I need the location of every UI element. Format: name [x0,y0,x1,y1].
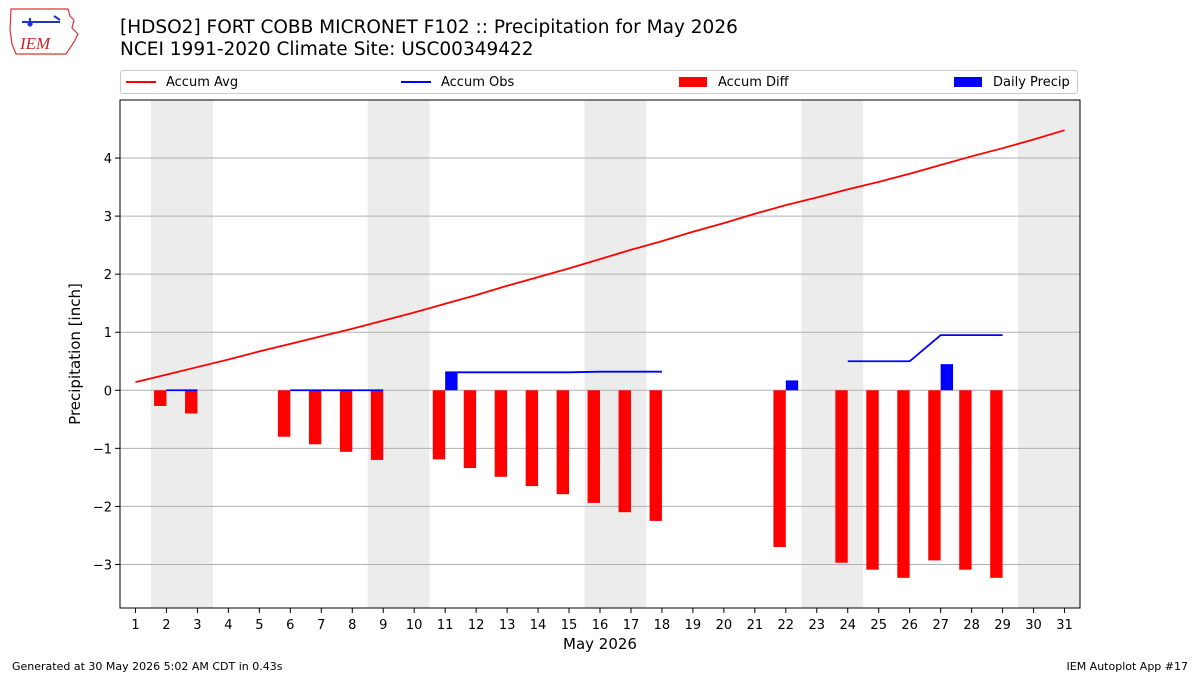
legend-label-daily-precip: Daily Precip [993,74,1070,90]
x-tick-label: 30 [1025,618,1042,633]
accum-diff-bar [463,390,477,469]
accum-diff-bar [277,390,291,437]
legend-label-accum-obs: Accum Obs [441,74,515,90]
accum-diff-bar [525,390,539,487]
y-tick-label: −1 [93,442,112,457]
legend-item-accum-obs: Accum Obs [401,71,514,93]
x-tick-label: 5 [255,618,263,633]
accum-diff-bar [649,390,662,521]
x-tick-label: 23 [809,618,826,633]
accum-diff-bar [308,390,322,445]
accum-diff-bar [866,390,879,570]
x-tick-label: 13 [499,618,516,633]
y-tick-label: 2 [104,268,112,283]
weekend-band [1018,100,1080,608]
x-tick-label: 19 [685,618,702,633]
accum-diff-bar [154,390,167,406]
plot-frame [119,99,1081,609]
chart-subtitle: NCEI 1991-2020 Climate Site: USC00349422 [120,39,534,60]
daily-precip-bar [785,380,799,391]
x-tick-label: 12 [468,618,485,633]
legend-swatch-daily-precip [954,77,982,87]
x-tick-label: 3 [193,618,201,633]
y-tick-label: −3 [93,558,112,573]
accum-diff-bar [618,390,631,513]
accum-diff-bar [928,390,941,561]
x-tick-label: 14 [530,618,547,633]
accum-avg-line [135,129,1065,384]
y-tick-label: 0 [104,384,112,399]
legend-label-accum-avg: Accum Avg [166,74,239,90]
accum-diff-bar [339,390,353,452]
x-tick-label: 11 [437,618,454,633]
accum-obs-line [847,334,1003,363]
footer-app: IEM Autoplot App #17 [1066,660,1189,673]
accum-diff-bar [959,390,972,570]
legend-item-daily-precip: Daily Precip [954,71,1070,93]
x-tick-label: 15 [561,618,578,633]
accum-diff-bar [773,390,786,548]
accum-diff-bar [556,390,570,495]
x-tick-label: 24 [839,618,856,633]
x-axis-label: May 2026 [563,635,637,653]
x-tick-label: 22 [778,618,795,633]
x-tick-label: 9 [379,618,387,633]
x-tick-label: 10 [406,618,423,633]
x-tick-label: 7 [317,618,325,633]
x-tick-label: 26 [901,618,918,633]
x-tick-label: 17 [623,618,640,633]
accum-diff-bar [990,390,1003,578]
accum-diff-bar [185,390,198,414]
footer-generated: Generated at 30 May 2026 5:02 AM CDT in … [12,660,283,673]
y-tick-label: 3 [104,210,112,225]
accum-diff-bar [494,390,508,477]
legend-swatch-accum-obs [401,81,431,83]
y-tick-label: 4 [104,152,112,167]
daily-precip-bar [940,364,954,391]
x-tick-label: 28 [963,618,980,633]
legend-swatch-accum-avg [126,81,156,83]
legend-swatch-accum-diff [679,77,707,87]
y-axis-label: Precipitation [inch] [66,283,84,425]
chart-title: [HDSO2] FORT COBB MICRONET F102 :: Preci… [120,17,738,38]
legend-item-accum-diff: Accum Diff [679,71,789,93]
x-tick-label: 18 [654,618,671,633]
accum-diff-bar [432,390,446,460]
weekend-band [150,100,213,608]
iem-logo: IEM [9,8,79,55]
weekend-band [367,100,430,608]
y-tick-label: 1 [104,326,112,341]
logo-text: IEM [19,34,51,53]
x-tick-label: 31 [1056,618,1073,633]
x-tick-label: 6 [286,618,294,633]
x-tick-label: 27 [932,618,949,633]
x-tick-label: 1 [131,618,139,633]
x-tick-label: 2 [162,618,170,633]
x-tick-label: 29 [994,618,1011,633]
accum-diff-bar [587,390,600,503]
y-tick-label: −2 [93,500,112,515]
legend-label-accum-diff: Accum Diff [718,74,789,90]
legend: Accum Avg Accum Obs Accum Diff Daily Pre… [120,70,1078,94]
x-tick-label: 16 [592,618,609,633]
accum-obs-line [445,370,662,374]
accum-diff-bar [835,390,848,563]
x-tick-label: 8 [348,618,356,633]
x-tick-label: 20 [716,618,733,633]
x-tick-label: 25 [870,618,887,633]
weekend-band [801,100,864,608]
accum-diff-bar [370,390,384,460]
x-tick-label: 4 [224,618,232,633]
accum-diff-bar [897,390,910,578]
x-tick-label: 21 [747,618,764,633]
daily-precip-bar [445,372,458,391]
weekend-band [584,100,647,608]
legend-item-accum-avg: Accum Avg [126,71,238,93]
